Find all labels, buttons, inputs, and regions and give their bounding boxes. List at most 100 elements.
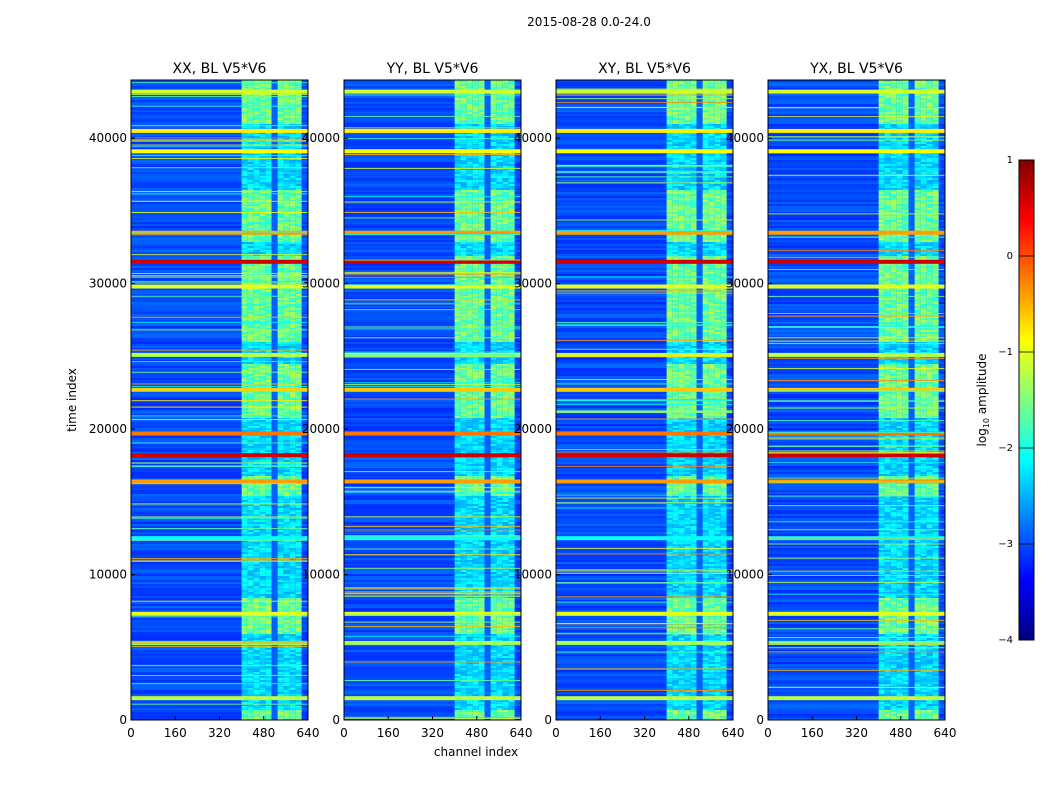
rfi-line — [768, 628, 945, 630]
x-tick-label: 320 — [421, 726, 444, 740]
rfi-line — [131, 645, 308, 647]
panel-title: XY, BL V5*V6 — [598, 61, 691, 77]
rfi-line — [768, 174, 945, 176]
rfi-line — [768, 477, 945, 479]
rfi-line — [344, 369, 521, 371]
rfi-line — [768, 236, 945, 238]
colorbar-tick-label: −1 — [998, 347, 1013, 358]
rfi-line — [556, 403, 733, 405]
rfi-line — [556, 502, 733, 504]
rfi-line — [768, 250, 945, 252]
rfi-line — [131, 389, 308, 391]
panels-group: XX, BL V5*V6 0 160 320 480 640 0 10000 20000 3000… — [89, 61, 957, 740]
x-tick-label: 640 — [297, 726, 320, 740]
rfi-line — [131, 93, 308, 95]
rfi-line — [344, 612, 521, 614]
rfi-line — [131, 483, 308, 485]
rfi-line — [344, 94, 521, 96]
rfi-line — [556, 570, 733, 572]
y-tick-label: 10000 — [726, 568, 764, 582]
rfi-line — [344, 591, 521, 593]
rfi-line — [131, 415, 308, 417]
rfi-stripe — [131, 284, 308, 289]
rfi-line — [131, 665, 308, 667]
rfi-stripe — [768, 387, 945, 392]
y-tick-label: 10000 — [302, 568, 340, 582]
rfi-line — [131, 600, 308, 602]
colorbar-tick-label: −4 — [998, 635, 1013, 646]
rfi-line — [131, 466, 308, 468]
heatmap-cells — [768, 80, 945, 721]
rfi-line — [131, 560, 308, 562]
rfi-line — [768, 213, 945, 215]
rfi-line — [131, 316, 308, 318]
panel-xx: XX, BL V5*V6 0 160 320 480 640 0 10000 20000 3000… — [89, 61, 320, 740]
rfi-line — [131, 406, 308, 408]
rfi-stripe — [556, 640, 733, 645]
rfi-line — [556, 572, 733, 574]
rfi-line — [344, 383, 521, 385]
rfi-line — [768, 570, 945, 572]
y-tick-label: 30000 — [89, 277, 127, 291]
rfi-stripe — [344, 536, 521, 541]
rfi-line — [131, 400, 308, 402]
colorbar-tick-label: 0 — [1007, 251, 1013, 262]
rfi-line — [556, 582, 733, 584]
rfi-line — [344, 201, 521, 203]
y-tick-label: 40000 — [726, 131, 764, 145]
rfi-line — [556, 622, 733, 624]
rfi-line — [131, 276, 308, 278]
rfi-line — [131, 275, 308, 277]
colorbar-label: log10 amplitude — [975, 354, 991, 447]
rfi-line — [556, 101, 733, 103]
rfi-line — [131, 254, 308, 256]
rfi-line — [344, 167, 521, 169]
rfi-line — [556, 451, 733, 453]
rfi-stripe — [556, 431, 733, 436]
rfi-stripe — [768, 128, 945, 133]
rfi-line — [131, 641, 308, 643]
rfi-line — [344, 592, 521, 594]
rfi-line — [556, 230, 733, 232]
rfi-stripe — [344, 128, 521, 133]
panel-yx: YX, BL V5*V6 0 160 320 480 640 0 10000 20000 3000… — [726, 61, 957, 740]
rfi-stripe — [556, 128, 733, 133]
rfi-line — [556, 182, 733, 184]
rfi-line — [131, 503, 308, 505]
rfi-stripe — [131, 128, 308, 133]
x-tick-label: 320 — [208, 726, 231, 740]
y-tick-label: 40000 — [302, 131, 340, 145]
y-tick-label: 0 — [544, 713, 552, 727]
rfi-line — [344, 588, 521, 590]
rfi-stripe — [344, 259, 521, 264]
rfi-stripe — [131, 149, 308, 154]
rfi-line — [131, 558, 308, 560]
rfi-line — [768, 619, 945, 621]
rfi-line — [131, 703, 308, 705]
x-tick-label: 480 — [465, 726, 488, 740]
x-tick-label: 640 — [934, 726, 957, 740]
rfi-line — [131, 616, 308, 618]
rfi-line — [556, 668, 733, 670]
rfi-line — [344, 151, 521, 153]
rfi-line — [344, 594, 521, 596]
rfi-line — [131, 125, 308, 127]
y-tick-label: 10000 — [514, 568, 552, 582]
rfi-line — [131, 539, 308, 541]
rfi-stripe — [768, 230, 945, 235]
rfi-stripe — [556, 696, 733, 701]
rfi-line — [556, 569, 733, 571]
panel-xy: XY, BL V5*V6 0 160 320 480 640 0 10000 20000 3000… — [514, 61, 745, 740]
rfi-line — [556, 166, 733, 168]
rfi-line — [131, 200, 308, 202]
rfi-line — [768, 452, 945, 454]
rfi-line — [768, 368, 945, 370]
rfi-line — [768, 537, 945, 539]
rfi-line — [556, 399, 733, 401]
rfi-stripe — [556, 259, 733, 264]
rfi-line — [344, 354, 521, 356]
rfi-stripe — [344, 611, 521, 616]
rfi-line — [344, 382, 521, 384]
rfi-line — [344, 535, 521, 537]
rfi-line — [131, 295, 308, 297]
